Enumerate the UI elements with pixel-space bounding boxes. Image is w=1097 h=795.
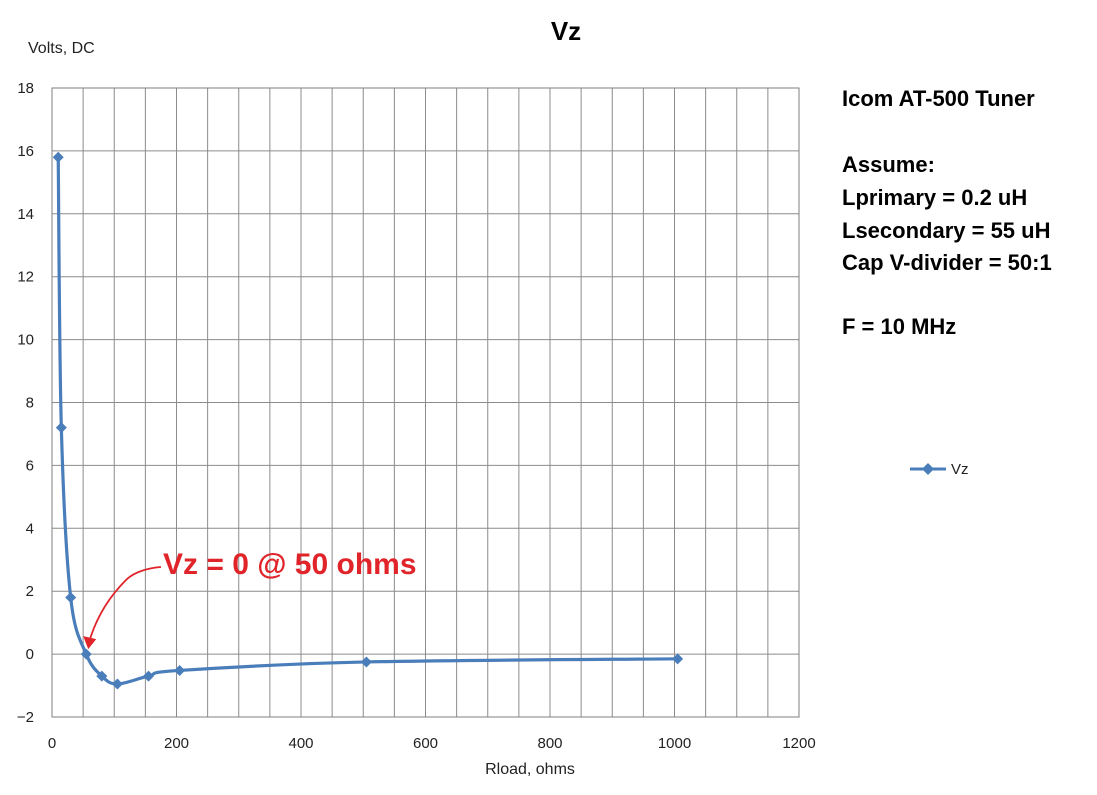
grid <box>51 87 800 718</box>
chart-title: Vz <box>551 16 581 46</box>
note-line: Cap V-divider = 50:1 <box>842 250 1052 275</box>
data-point-marker <box>111 678 123 690</box>
series-line <box>56 157 678 686</box>
note-line: Icom AT-500 Tuner <box>842 86 1035 111</box>
y-axis-title: Volts, DC <box>28 40 95 57</box>
y-tick-label: 12 <box>17 269 34 286</box>
legend: Vz <box>910 461 969 478</box>
note-line: Assume: <box>842 152 935 177</box>
x-tick-label: 1000 <box>658 735 691 752</box>
data-point-marker <box>142 670 154 682</box>
series <box>52 151 684 690</box>
axes: −2 0 2 4 6 8 10 12 14 16 18 0 200 400 600 800 1000 1200 <box>17 80 816 752</box>
annotation-text: Vz = 0 @ 50 ohms <box>163 548 417 581</box>
data-point-marker <box>672 653 684 665</box>
y-tick-label: 4 <box>26 520 34 537</box>
x-axis-title: Rload, ohms <box>485 761 575 778</box>
annotation-arrow <box>87 566 162 646</box>
plot-area-border <box>51 87 800 718</box>
note-line: Lsecondary = 55 uH <box>842 218 1050 243</box>
legend-marker <box>922 463 934 475</box>
data-point-marker <box>96 670 108 682</box>
y-tick-label: 16 <box>17 143 34 160</box>
annotations: Vz = 0 @ 50 ohms <box>83 548 417 650</box>
y-tick-label: 2 <box>26 583 34 600</box>
y-tick-label: 10 <box>17 332 34 349</box>
note-line: Lprimary = 0.2 uH <box>842 185 1027 210</box>
note-line: F = 10 MHz <box>842 314 956 339</box>
y-tick-label: −2 <box>17 709 34 726</box>
legend-label: Vz <box>951 461 969 478</box>
x-tick-label: 0 <box>48 735 56 752</box>
y-tick-label: 6 <box>26 457 34 474</box>
y-tick-label: 0 <box>26 646 34 663</box>
y-tick-label: 8 <box>26 395 34 412</box>
x-tick-label: 200 <box>164 735 189 752</box>
data-point-marker <box>52 151 64 163</box>
data-point-marker <box>174 664 186 676</box>
annotation-arrowhead <box>83 636 97 650</box>
y-tick-label: 18 <box>17 80 34 97</box>
data-point-marker <box>360 656 372 668</box>
data-point-marker <box>80 648 92 660</box>
x-tick-label: 800 <box>537 735 562 752</box>
y-tick-label: 14 <box>17 206 34 223</box>
x-tick-label: 600 <box>413 735 438 752</box>
data-point-marker <box>55 422 67 434</box>
data-point-marker <box>65 591 77 603</box>
x-tick-label: 1200 <box>782 735 815 752</box>
notes-block: Icom AT-500 Tuner Assume: Lprimary = 0.2… <box>842 86 1052 339</box>
x-tick-label: 400 <box>288 735 313 752</box>
